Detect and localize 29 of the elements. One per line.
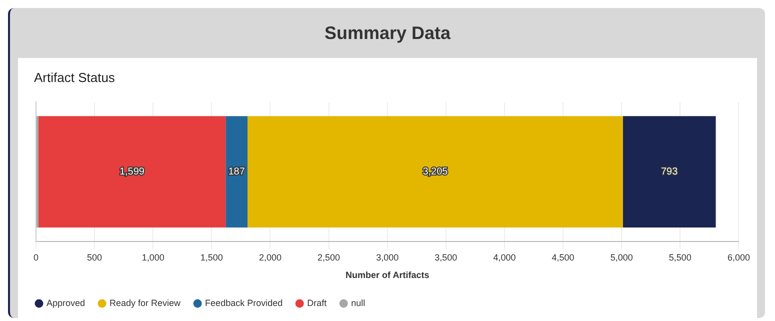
x-tick-label: 500 xyxy=(87,252,102,262)
legend-label: Draft xyxy=(307,298,328,308)
data-label: 793 xyxy=(661,166,678,178)
legend-label: Feedback Provided xyxy=(205,298,283,308)
x-tick-label: 1,000 xyxy=(142,252,164,262)
legend-label: null xyxy=(351,298,366,308)
x-tick-label: 1,500 xyxy=(200,252,223,262)
bar xyxy=(226,116,248,228)
data-label: 1,599 xyxy=(119,166,145,178)
x-tick-label: 5,500 xyxy=(668,252,692,262)
x-tick-label: 6,000 xyxy=(727,252,750,262)
bar xyxy=(622,116,716,228)
x-tick-label: 2,500 xyxy=(318,252,340,262)
bar xyxy=(248,116,623,228)
data-label: 3,205 xyxy=(422,166,448,178)
x-tick-label: 3,500 xyxy=(434,252,458,262)
x-tick-label: 4,500 xyxy=(552,252,574,262)
x-tick-label: 3,000 xyxy=(376,252,399,262)
chart-subtitle: Artifact Status xyxy=(33,69,116,87)
x-tick-label: 2,000 xyxy=(258,252,282,262)
x-tick-label: 5,000 xyxy=(610,252,633,262)
x-axis-title: Number of Artifacts xyxy=(346,270,430,280)
legend-label: Ready for Review xyxy=(110,298,182,308)
legend-label: Approved xyxy=(46,298,86,308)
bar xyxy=(38,116,226,228)
data-label: 187 xyxy=(228,166,246,178)
x-tick-label: 4,000 xyxy=(493,252,516,262)
x-tick-label: 0 xyxy=(33,252,39,262)
chart-title: Summary Data xyxy=(323,22,452,45)
